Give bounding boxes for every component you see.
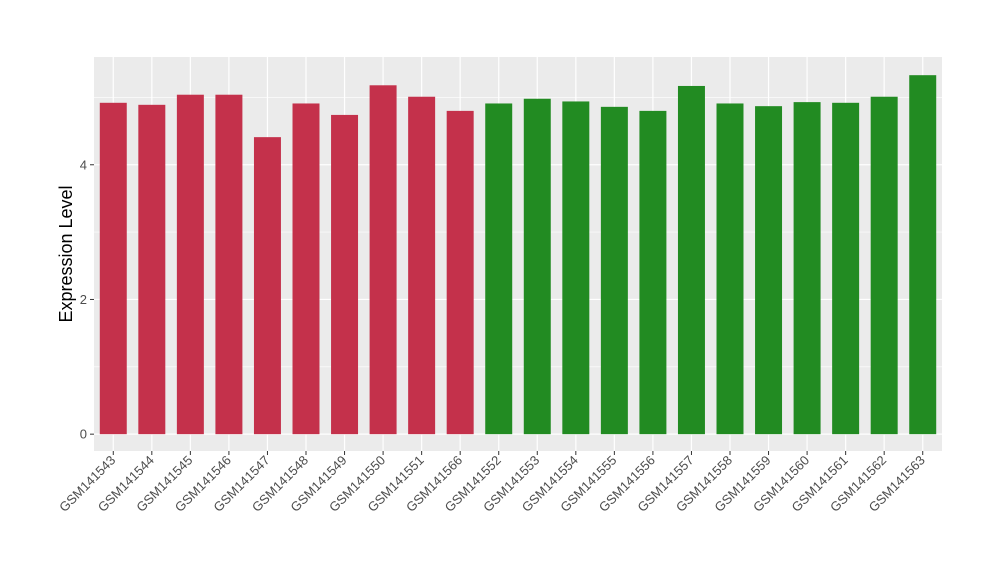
bar-gsm141563 — [909, 75, 937, 435]
bar-gsm141551 — [408, 96, 436, 435]
bar-gsm141558 — [716, 103, 744, 435]
y-tick-label: 2 — [80, 292, 87, 307]
y-tick-label: 0 — [80, 427, 87, 442]
bar-gsm141543 — [99, 102, 127, 435]
bar-gsm141555 — [600, 106, 628, 435]
bar-gsm141553 — [523, 98, 551, 435]
bar-gsm141554 — [562, 101, 590, 435]
bar-gsm141547 — [253, 137, 281, 435]
bar-gsm141561 — [832, 102, 860, 435]
bar-gsm141545 — [176, 94, 204, 435]
bar-gsm141560 — [793, 102, 821, 435]
bar-gsm141549 — [331, 114, 359, 435]
bar-gsm141550 — [369, 85, 397, 435]
x-axis: GSM141543GSM141544GSM141545GSM141546GSM1… — [56, 451, 928, 515]
bar-gsm141566 — [446, 110, 474, 435]
bar-gsm141548 — [292, 103, 320, 435]
bar-gsm141556 — [639, 110, 667, 435]
y-axis-title: Expression Level — [56, 185, 76, 322]
bar-gsm141559 — [755, 106, 783, 435]
bar-gsm141552 — [485, 103, 513, 435]
y-tick-label: 4 — [80, 157, 87, 172]
bar-gsm141562 — [870, 96, 898, 435]
bar-gsm141557 — [677, 85, 705, 435]
bars-group — [99, 75, 937, 435]
bar-gsm141546 — [215, 94, 243, 435]
y-axis: 0 2 4 — [80, 157, 94, 442]
bar-gsm141544 — [138, 104, 166, 435]
